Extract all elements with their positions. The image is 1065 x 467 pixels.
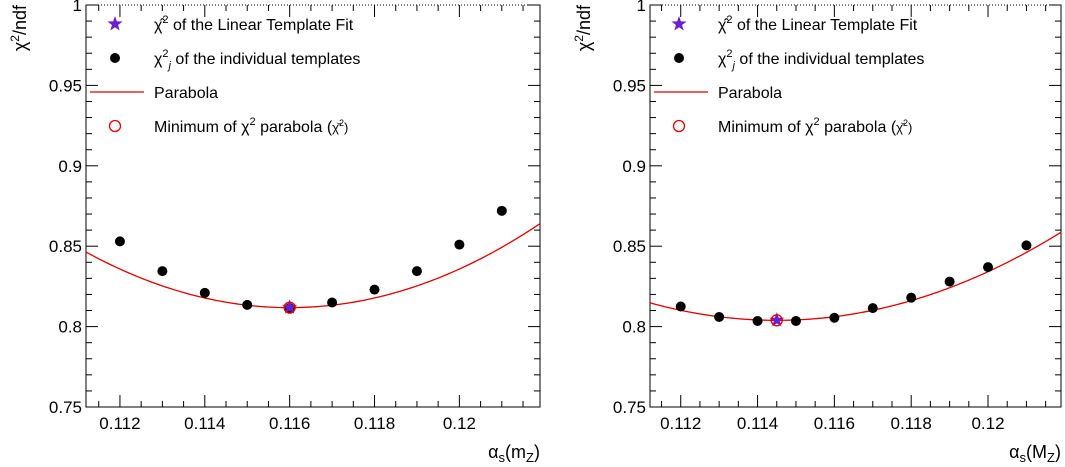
y-tick-label: 0.95 [613,76,646,95]
x-tick-label: 0.118 [891,414,932,433]
legend-label: χ̂2 of the Linear Template Fit [718,14,918,34]
y-tick-label: 0.8 [622,318,646,337]
template-chi2-point [790,315,801,326]
template-chi2-point [867,303,878,314]
y-tick-label: 0.85 [49,237,82,256]
legend-label: χ2j of the individual templates [154,48,360,72]
y-tick-label: 0.95 [49,76,82,95]
legend-label: Parabola [154,85,218,102]
template-chi2-point [714,311,725,322]
legend-label: Minimum of χ2 parabola (χ̌2) [718,116,912,136]
y-tick-label: 0.8 [58,318,82,337]
template-chi2-point [675,301,686,312]
parabola-line [649,231,1062,321]
template-chi2-point [454,239,465,250]
y-tick-label: 0.9 [622,157,646,176]
y-axis-label: χ2/ndf [8,4,30,51]
x-axis-label: αs(MZ) [1009,442,1061,465]
legend-star-swatch [107,16,123,31]
parabola-minimum-marker [283,301,296,314]
template-chi2-point [496,205,507,216]
x-tick-label: 0.118 [354,414,395,433]
x-tick-label: 0.114 [184,414,225,433]
linear-template-fit-star [282,299,298,314]
legend-label: χ2j of the individual templates [718,48,924,72]
template-chi2-point [327,297,338,308]
template-chi2-point [983,262,994,273]
chart-panel-1: 0.112 0.114 0.116 0.118 0.12 0.75 0.8 0.85 0.9 0.… [8,0,541,465]
y-tick-label: 1 [637,0,646,15]
y-tick-label: 0.75 [49,398,82,417]
x-tick-label: 0.112 [99,414,140,433]
template-chi2-point [906,292,917,303]
parabola-line [85,223,541,309]
legend-dot-swatch [674,53,684,63]
y-axis-label: χ2/ndf [572,4,594,51]
legend-star-swatch [671,16,687,31]
y-tick-label: 0.75 [613,398,646,417]
x-tick-label: 0.12 [443,414,476,433]
template-chi2-point [369,284,380,295]
parabola-minimum-marker [770,314,783,327]
x-axis-label: αs(mZ) [488,442,540,465]
template-chi2-point [242,299,253,310]
template-chi2-point [944,276,955,287]
template-chi2-point [1021,240,1032,251]
linear-template-fit-star [769,312,785,327]
x-tick-label: 0.12 [971,414,1004,433]
legend-open-circle-swatch [108,119,122,133]
template-chi2-point [752,315,763,326]
template-chi2-point [829,312,840,323]
legend-label: Parabola [718,85,782,102]
x-tick-label: 0.116 [269,414,310,433]
legend-open-circle-swatch [672,119,686,133]
legend-label: Minimum of χ2 parabola (χ̌2) [154,116,348,136]
y-tick-label: 0.85 [613,237,646,256]
x-tick-label: 0.112 [660,414,701,433]
chart-panel-2: 0.112 0.114 0.116 0.118 0.12 0.75 0.8 0.85 0.9 0.… [572,0,1062,465]
y-tick-label: 0.9 [58,157,82,176]
legend-dot-swatch [110,53,120,63]
legend-label: χ̂2 of the Linear Template Fit [154,14,354,34]
template-chi2-point [199,287,210,298]
x-tick-label: 0.114 [737,414,778,433]
y-tick-label: 1 [73,0,82,15]
template-chi2-point [411,266,422,277]
template-chi2-point [157,266,168,277]
template-chi2-point [114,236,125,247]
x-tick-label: 0.116 [814,414,855,433]
